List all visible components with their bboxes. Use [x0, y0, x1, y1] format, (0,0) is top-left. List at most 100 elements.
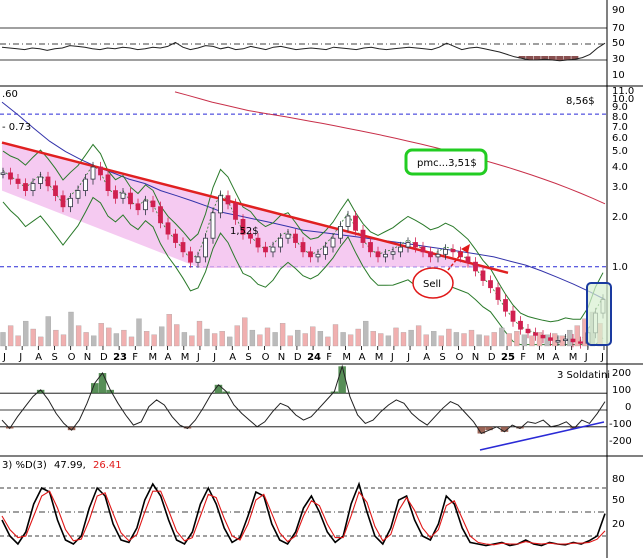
volume-bar — [143, 331, 150, 347]
volume-bar — [363, 320, 369, 347]
price-candle — [368, 242, 373, 253]
time-label: 25 — [501, 352, 515, 363]
price-candle — [240, 218, 246, 235]
volume-bar — [355, 328, 361, 347]
volume-bar — [204, 328, 210, 347]
volume-bar — [60, 334, 67, 347]
volume-bar — [461, 333, 467, 347]
time-label: O — [68, 352, 76, 363]
volume-bar — [415, 325, 422, 347]
cci-tick-0: 0 — [625, 402, 631, 413]
price-candle — [525, 328, 531, 334]
volume-bar — [423, 334, 429, 347]
volume-bar — [506, 333, 512, 347]
volume-bar — [181, 332, 188, 347]
price-candle — [83, 178, 88, 192]
price-candle — [135, 203, 141, 211]
price-candle — [248, 233, 253, 239]
volume-bar — [325, 336, 331, 347]
volume-bar — [521, 334, 528, 347]
volume-bar — [431, 331, 437, 347]
price-candle — [165, 222, 171, 235]
volume-bar — [83, 332, 89, 347]
price-candle — [15, 178, 21, 184]
time-label: S — [52, 352, 58, 363]
time-label: N — [278, 352, 285, 363]
stoch-title: 3) %D(3) 47.99, 26.41 — [2, 460, 122, 471]
time-label: S — [245, 352, 251, 363]
price-candle — [120, 192, 126, 199]
volume-bar — [211, 333, 218, 347]
time-label: D — [488, 352, 496, 363]
cci-tick-neg200: -200 — [609, 436, 632, 447]
support-label: 1,52$ — [230, 226, 259, 237]
cci-title: 3 Soldatini — [557, 370, 610, 381]
time-label: M — [181, 352, 190, 363]
price-tick-9: 9.0 — [612, 102, 628, 113]
volume-bar — [75, 325, 82, 347]
volume-bar — [567, 329, 573, 347]
cci-tick-200: 200 — [612, 368, 631, 379]
volume-bar — [310, 326, 316, 347]
price-candle — [128, 192, 133, 205]
price-candle — [278, 237, 283, 248]
time-label: M — [342, 352, 351, 363]
price-tick-5: 5.0 — [612, 146, 628, 157]
price-tick-10: 10.0 — [612, 94, 634, 105]
volume-bar — [408, 329, 414, 347]
time-label: F — [326, 352, 332, 363]
price-candle — [345, 215, 351, 227]
volume-bar — [272, 332, 278, 347]
time-label: D — [100, 352, 108, 363]
volume-bar — [15, 335, 21, 347]
price-candle — [390, 251, 396, 255]
time-label: A — [359, 352, 366, 363]
time-label: D — [294, 352, 302, 363]
stoch-title-prefix: 3) %D(3) — [2, 460, 47, 471]
stoch-k-value: 47.99, — [54, 460, 86, 471]
price-candle — [563, 338, 568, 342]
price-candle — [188, 251, 193, 263]
pmc-box — [404, 148, 488, 176]
price-candle — [540, 334, 546, 339]
price-candle — [60, 195, 66, 208]
price-left-value: - 0.73 — [2, 122, 31, 133]
time-label: 24 — [307, 352, 321, 363]
volume-bar — [151, 334, 157, 347]
price-candle — [285, 233, 291, 239]
price-candle — [548, 337, 553, 341]
sell-label: Sell — [423, 279, 441, 290]
price-candle — [293, 233, 298, 243]
time-label: J — [406, 352, 410, 363]
time-label: S — [439, 352, 445, 363]
volume-bar — [476, 334, 482, 347]
volume-bar — [98, 323, 104, 347]
volume-bar — [295, 329, 301, 347]
price-candle — [420, 246, 426, 253]
price-candle — [180, 242, 186, 253]
rsi-line — [1, 41, 606, 62]
price-candle — [398, 246, 403, 253]
volume-bar — [264, 327, 271, 347]
volume-bar — [453, 332, 460, 347]
volume-bar — [514, 331, 520, 347]
price-candle — [173, 233, 178, 243]
volume-bar — [45, 316, 51, 347]
price-candle — [0, 172, 6, 175]
time-label: A — [229, 352, 236, 363]
time-label: A — [165, 352, 172, 363]
volume-bar — [257, 334, 263, 347]
price-candle — [203, 237, 208, 258]
time-label: J — [584, 352, 588, 363]
price-candle — [300, 242, 306, 253]
price-candle — [503, 299, 508, 312]
volume-bar — [385, 335, 392, 347]
volume-bar — [242, 317, 248, 347]
price-candle — [150, 200, 156, 208]
stoch-tick-80: 80 — [612, 474, 625, 485]
volume-bar — [378, 333, 384, 347]
time-label: N — [84, 352, 91, 363]
rsi-tick-10: 10 — [612, 70, 625, 81]
price-candle — [353, 215, 358, 231]
